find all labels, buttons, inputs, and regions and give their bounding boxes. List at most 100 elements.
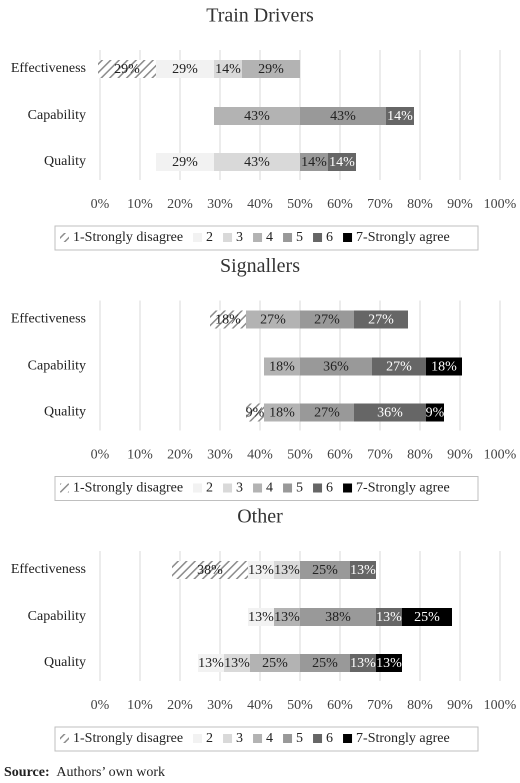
value-label: 13% [224,656,250,671]
bar-segment [274,561,300,579]
value-label: 13% [274,563,300,578]
category-label: Capability [28,108,86,123]
x-tick-label: 0% [91,698,110,713]
legend-swatch [343,734,353,743]
value-label: 14% [215,62,241,77]
x-tick-label: 80% [407,197,433,212]
x-tick-label: 60% [327,448,353,463]
x-tick-label: 60% [327,698,353,713]
value-label: 14% [329,155,355,170]
value-label: 36% [323,360,349,375]
bar-segment [264,403,300,422]
legend-label: 3 [236,481,243,496]
x-tick-label: 30% [207,197,233,212]
legend-swatch [60,483,69,493]
category-label: Effectiveness [11,312,86,327]
value-label: 43% [244,155,270,170]
legend-swatch [283,483,293,493]
bar-segment [328,153,356,171]
bar-segment [214,107,300,125]
legend-swatch [283,233,293,242]
x-tick-label: 90% [447,197,473,212]
x-tick-label: 10% [127,698,153,713]
chart-title: Signallers [220,255,300,277]
x-tick-label: 80% [407,448,433,463]
legend-label: 2 [206,230,213,245]
bar-segment [274,608,300,626]
legend-label: 2 [206,731,213,746]
value-label: 13% [350,563,376,578]
x-tick-label: 100% [484,448,517,463]
x-tick-label: 20% [167,698,193,713]
value-label: 27% [260,313,286,328]
value-label: 13% [350,656,376,671]
legend-label: 2 [206,481,213,496]
legend-swatch [313,483,323,493]
bar-segment [426,357,462,376]
legend-swatch [223,233,233,242]
value-label: 18% [431,360,457,375]
x-tick-label: 70% [367,698,393,713]
legend-swatch [223,734,233,743]
legend-label: 7-Strongly agree [356,731,450,746]
legend-label: 7-Strongly agree [356,230,450,245]
value-label: 14% [301,155,327,170]
value-label: 18% [269,406,295,421]
bar-segment [372,357,426,376]
x-tick-label: 70% [367,448,393,463]
bar-segment [242,60,300,78]
value-label: 27% [314,313,340,328]
source: Source: Authors’ own work [4,765,165,780]
value-label: 9% [246,406,265,421]
bar-segment [354,310,408,329]
x-tick-label: 0% [91,448,110,463]
legend-label: 4 [266,230,273,245]
value-label: 29% [114,62,140,77]
bar-segment [300,310,354,329]
bar-segment [354,403,426,422]
legend-label: 1-Strongly disagree [73,230,183,245]
bar-segment [246,403,264,422]
value-label: 27% [368,313,394,328]
bar-segment [246,310,300,329]
legend-label: 3 [236,731,243,746]
bar-segment [214,60,242,78]
value-label: 38% [197,563,223,578]
value-label: 9% [426,406,445,421]
legend-swatch [60,734,69,743]
value-label: 14% [387,109,413,124]
value-label: 36% [377,406,403,421]
legend-box [54,726,479,752]
bar-segment [224,654,250,672]
bar-segment [300,403,354,422]
bar-segment [426,403,444,422]
x-tick-label: 40% [247,448,273,463]
bar-segment [402,608,452,626]
bar-segment [250,654,300,672]
value-label: 29% [172,155,198,170]
bar-segment [300,357,372,376]
value-label: 18% [269,360,295,375]
legend-label: 7-Strongly agree [356,481,450,496]
legend-swatch [223,483,233,493]
value-label: 27% [386,360,412,375]
bar-segment [98,60,156,78]
bar-segment [156,60,214,78]
bar-segment [300,561,350,579]
bar-segment [350,654,376,672]
bar-segment [248,608,274,626]
value-label: 13% [248,610,274,625]
legend-box [54,225,479,251]
legend-label: 1-Strongly disagree [73,731,183,746]
bar-segment [300,654,350,672]
legend-swatch [343,233,353,242]
category-label: Effectiveness [11,61,86,76]
value-label: 13% [274,610,300,625]
x-tick-label: 30% [207,698,233,713]
value-label: 25% [414,610,440,625]
bar-segment [210,310,246,329]
value-label: 25% [312,563,338,578]
legend-swatch [313,734,323,743]
bar-segment [300,153,328,171]
x-tick-label: 40% [247,698,273,713]
